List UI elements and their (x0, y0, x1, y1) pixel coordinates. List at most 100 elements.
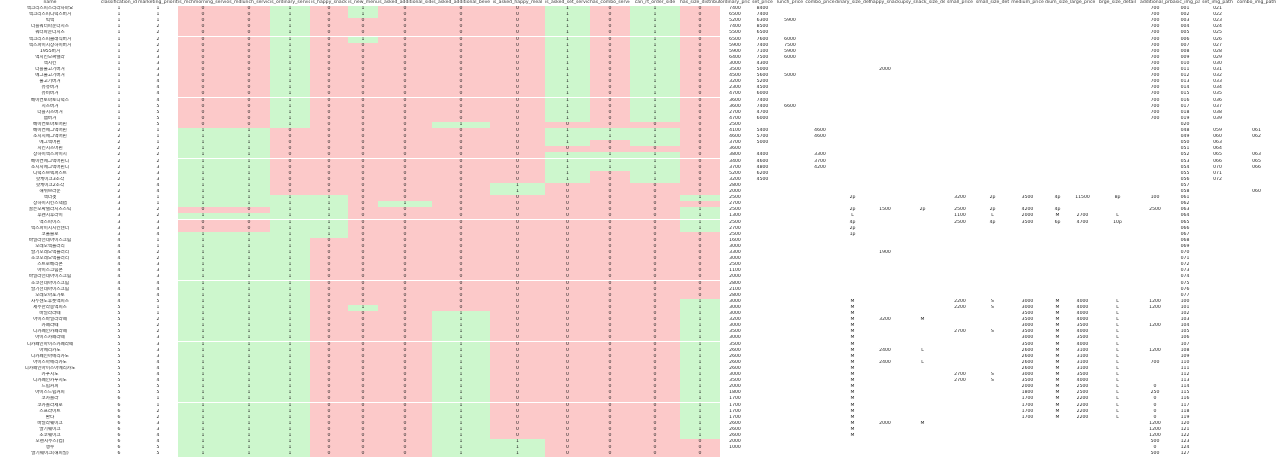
cell: 1 (178, 408, 228, 415)
cell (1235, 73, 1278, 79)
cell: 4 (117, 268, 121, 274)
cell (1070, 110, 1095, 116)
cell (945, 18, 975, 24)
cell (1095, 67, 1140, 73)
cell (775, 122, 805, 128)
cell (1070, 159, 1095, 165)
cell: 6000 (784, 36, 796, 42)
cell (945, 140, 975, 146)
cell: 059 (1213, 128, 1222, 133)
cell (1095, 177, 1140, 183)
cell: 0 (630, 433, 680, 439)
cell: 1 (178, 256, 228, 263)
cell: 1 (270, 335, 310, 342)
cell: 1 (228, 231, 270, 238)
cell: 0 (178, 219, 228, 226)
cell: 063 (1213, 140, 1222, 146)
cell (1200, 262, 1235, 268)
cell (945, 116, 975, 122)
cell: M (1055, 384, 1060, 390)
cell: 061 (1252, 128, 1261, 133)
cell: 1 (156, 237, 160, 243)
cell: 1 (228, 128, 270, 134)
cell: 4 (117, 243, 121, 249)
cell (975, 360, 1010, 366)
cell: 0 (590, 280, 630, 287)
cell (1095, 433, 1140, 439)
cell: 0 (680, 146, 720, 153)
cell: 0 (348, 445, 378, 452)
cell: 2 (156, 414, 160, 420)
name-cell: 초코선데아이스크림 (30, 280, 70, 286)
cell: 1 (270, 195, 310, 202)
cell: 0 (680, 268, 720, 275)
cell: 0 (590, 347, 630, 354)
cell: 0 (310, 298, 348, 305)
cell (1235, 122, 1278, 128)
cell (1235, 49, 1278, 55)
cell: 1 (680, 402, 720, 409)
cell: 0 (545, 262, 590, 269)
cell: 127 (1180, 451, 1190, 457)
cell (1095, 189, 1140, 195)
cell (1200, 293, 1235, 299)
cell (900, 110, 945, 116)
cell: 5200 (729, 18, 741, 24)
cell (1200, 256, 1235, 262)
cell (975, 104, 1010, 110)
cell: 1 (680, 426, 720, 433)
cell: 7400 (729, 24, 741, 30)
cell (1070, 98, 1095, 104)
cell: 1 (178, 396, 228, 403)
cell (1010, 159, 1045, 165)
cell: 0 (310, 256, 348, 263)
cell (1235, 256, 1278, 262)
cell: M (850, 347, 855, 353)
cell (1045, 134, 1070, 140)
name-cell: 맥치킨모짜렐라 (35, 54, 65, 60)
cell: 0 (490, 341, 545, 348)
name-cell: 베이컨에그맥머핀 (33, 128, 67, 133)
cell (1070, 293, 1095, 299)
cell (1070, 287, 1095, 293)
cell (1235, 409, 1278, 415)
cell (1070, 171, 1095, 177)
cell (1045, 165, 1070, 171)
cell: 0 (348, 390, 378, 397)
cell (900, 134, 945, 140)
cell (775, 61, 805, 67)
cell (775, 91, 805, 97)
cell: 0 (590, 30, 630, 37)
cell (1070, 67, 1095, 73)
cell: 119 (1180, 414, 1190, 420)
cell (870, 195, 900, 201)
cell: 2600 (1021, 359, 1034, 365)
cell: 1 (270, 243, 310, 250)
cell (805, 110, 835, 116)
cell: 3700 (814, 158, 826, 164)
cell: 5900 (784, 48, 796, 54)
cell (805, 268, 835, 274)
cell: 0 (378, 384, 432, 391)
cell: 1 (270, 353, 310, 360)
cell: 0 (630, 121, 680, 128)
cell (1235, 220, 1278, 226)
cell: 0 (348, 152, 378, 159)
cell: 0 (590, 250, 630, 256)
cell: 0 (490, 365, 545, 372)
cell: 0 (630, 225, 680, 232)
cell: 1 (228, 365, 270, 372)
cell (975, 12, 1010, 18)
cell: 1 (432, 420, 490, 427)
cell (975, 110, 1010, 116)
cell: 1 (490, 439, 545, 446)
cell (945, 268, 975, 274)
cell: 0 (378, 182, 432, 189)
cell (1200, 213, 1235, 219)
cell: 0 (348, 164, 378, 171)
cell (1235, 250, 1278, 256)
cell: 1 (228, 274, 270, 281)
cell: 0 (590, 54, 630, 61)
cell: 0 (310, 292, 348, 299)
cell (1235, 67, 1278, 73)
